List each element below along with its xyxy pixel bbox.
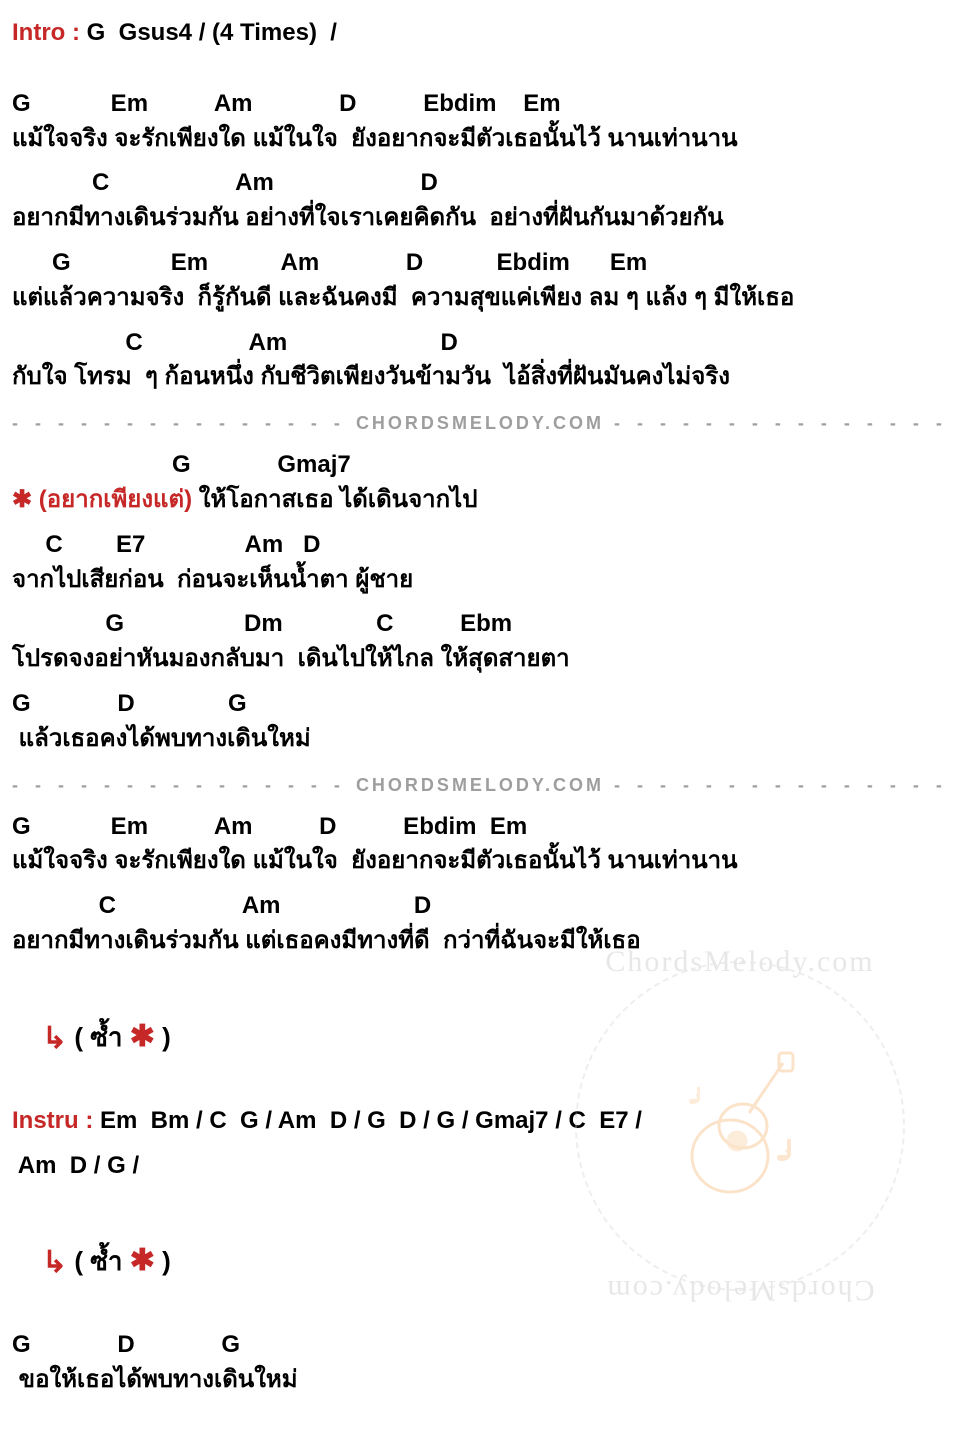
chorus-lyrics-1: ✱ (อยากเพียงแต่) ให้โอกาสเธอ ได้เดินจากไ… (12, 483, 968, 518)
chorus-chords-1: G Gmaj7 (12, 448, 968, 483)
instru-line-2: Am D / G / (12, 1149, 968, 1184)
verse2-chords-2: C Am D (12, 889, 968, 924)
divider-dashes-right-2: - - - - - - - - - - - - - - - (614, 775, 948, 796)
chorus-lyrics-2: จากไปเสียก่อน ก่อนจะเห็นน้ำตา ผู้ชาย (12, 563, 968, 598)
intro-line: Intro : G Gsus4 / (4 Times) / (12, 16, 968, 51)
divider-dashes-left-2: - - - - - - - - - - - - - - - (12, 775, 346, 796)
repeat-arrow-icon-2: ↳ (42, 1245, 67, 1280)
repeat-marker-2: ↳ ( ซ้ำ ✱ ) (42, 1241, 968, 1282)
repeat-arrow-icon: ↳ (42, 1021, 67, 1056)
repeat-close-1: ) (155, 1022, 171, 1052)
chorus-lyrics-4: แล้วเธอคงได้พบทางเดินใหม่ (12, 722, 968, 757)
chorus-pre-red: ✱ (อยากเพียงแต่) (12, 486, 199, 513)
section-divider-2: - - - - - - - - - - - - - - - CHORDSMELO… (12, 775, 968, 796)
intro-chords: G Gsus4 / (4 Times) / (80, 19, 337, 46)
divider-site-2: CHORDSMELODY.COM (356, 775, 604, 796)
verse1-chords-3: G Em Am D Ebdim Em (12, 246, 968, 281)
verse1-chords-2: C Am D (12, 166, 968, 201)
chorus-chords-2: C E7 Am D (12, 528, 968, 563)
verse2-chords-1: G Em Am D Ebdim Em (12, 810, 968, 845)
chorus-chords-3: G Dm C Ebm (12, 607, 968, 642)
instru-block: Instru : Em Bm / C G / Am D / G D / G / … (12, 1104, 968, 1184)
verse1-chords-4: C Am D (12, 326, 968, 361)
verse1-chords-1: G Em Am D Ebdim Em (12, 87, 968, 122)
repeat-close-2: ) (155, 1246, 171, 1276)
repeat-marker-1: ↳ ( ซ้ำ ✱ ) (42, 1017, 968, 1058)
chorus-chords-4: G D G (12, 687, 968, 722)
verse2-lyrics-1: แม้ใจจริง จะรักเพียงใด แม้ในใจ ยังอยากจะ… (12, 844, 968, 879)
outro: G D G ขอให้เธอได้พบทางเดินใหม่ (12, 1328, 968, 1398)
divider-dashes-left: - - - - - - - - - - - - - - - (12, 413, 346, 434)
repeat-open-2: ( ซ้ำ (67, 1246, 130, 1276)
chorus: G Gmaj7 ✱ (อยากเพียงแต่) ให้โอกาสเธอ ได้… (12, 448, 968, 756)
repeat-star-icon-1: ✱ (130, 1020, 155, 1053)
outro-lyrics: ขอให้เธอได้พบทางเดินใหม่ (12, 1363, 968, 1398)
verse2: G Em Am D Ebdim Em แม้ใจจริง จะรักเพียงใ… (12, 810, 968, 959)
verse1-lyrics-1: แม้ใจจริง จะรักเพียงใด แม้ในใจ ยังอยากจะ… (12, 122, 968, 157)
instru-label: Instru : (12, 1107, 93, 1134)
outro-chords: G D G (12, 1328, 968, 1363)
verse1-lyrics-3: แต่แล้วความจริง ก็รู้กันดี และฉันคงมี คว… (12, 281, 968, 316)
intro-label: Intro : (12, 19, 80, 46)
chorus-lyrics-3: โปรดจงอย่าหันมองกลับมา เดินไปให้ไกล ให้ส… (12, 642, 968, 677)
section-divider-1: - - - - - - - - - - - - - - - CHORDSMELO… (12, 413, 968, 434)
verse2-lyrics-2: อยากมีทางเดินร่วมกัน แต่เธอคงมีทางที่ดี … (12, 924, 968, 959)
verse1-lyrics-4: กับใจ โทรม ๆ ก้อนหนึ่ง กับชีวิตเพียงวันข… (12, 360, 968, 395)
repeat-star-icon-2: ✱ (130, 1244, 155, 1277)
divider-dashes-right: - - - - - - - - - - - - - - - (614, 413, 948, 434)
instru-line-1: Em Bm / C G / Am D / G D / G / Gmaj7 / C… (93, 1107, 642, 1134)
verse1-lyrics-2: อยากมีทางเดินร่วมกัน อย่างที่ใจเราเคยคิด… (12, 201, 968, 236)
repeat-open-1: ( ซ้ำ (67, 1022, 130, 1052)
divider-site: CHORDSMELODY.COM (356, 413, 604, 434)
chorus-lyrics-1-text: ให้โอกาสเธอ ได้เดินจากไป (199, 486, 478, 513)
verse1: G Em Am D Ebdim Em แม้ใจจริง จะรักเพียงใ… (12, 87, 968, 395)
